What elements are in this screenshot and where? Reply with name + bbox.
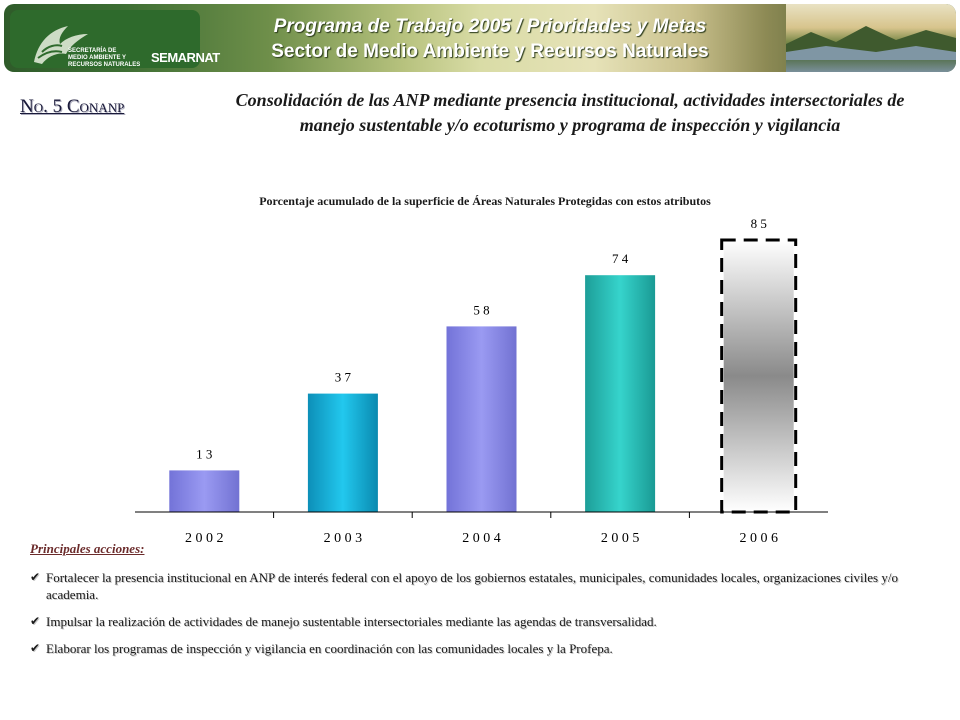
header-title-line1: Programa de Trabajo 2005 / Prioridades y… — [273, 16, 707, 37]
bar-0 — [169, 470, 240, 512]
logo-text: SECRETARÍA DE MEDIO AMBIENTE Y RECURSOS … — [68, 48, 140, 69]
logo-text-line: SECRETARÍA DE — [68, 48, 117, 54]
bar-4 — [723, 240, 794, 512]
eagle-emblem-icon — [34, 26, 88, 64]
check-icon: ✔ — [30, 641, 41, 655]
action-item: ✔ Impulsar la realización de actividades… — [30, 613, 935, 630]
action-item: ✔ Fortalecer la presencia institucional … — [30, 569, 935, 603]
semarnat-logo: SECRETARÍA DE MEDIO AMBIENTE Y RECURSOS … — [10, 10, 220, 69]
x-tick-label: 2 0 0 2 — [185, 531, 224, 546]
value-label: 8 5 — [751, 216, 767, 231]
slide-number: No. 5 Conanp — [20, 96, 125, 117]
actions-section: Principales acciones: ✔ Fortalecer la pr… — [30, 541, 935, 657]
mountains-icon — [786, 26, 956, 60]
slide-subtitle: Consolidación de las ANP mediante presen… — [235, 90, 905, 135]
header-banner: SECRETARÍA DE MEDIO AMBIENTE Y RECURSOS … — [4, 4, 956, 72]
action-text: Impulsar la realización de actividades d… — [46, 614, 657, 629]
logo-text-line: RECURSOS NATURALES — [68, 62, 141, 68]
chart-title: Porcentaje acumulado de la superficie de… — [259, 194, 711, 208]
x-tick-label: 2 0 0 5 — [601, 531, 640, 546]
action-text: Elaborar los programas de inspección y v… — [46, 641, 613, 656]
value-label: 1 3 — [196, 446, 212, 461]
check-icon: ✔ — [30, 570, 41, 584]
x-tick-label: 2 0 0 4 — [462, 531, 501, 546]
value-label: 3 7 — [335, 370, 352, 385]
landscape-photo — [786, 4, 956, 72]
x-tick-label: 2 0 0 3 — [324, 531, 363, 546]
bar-3 — [585, 275, 656, 512]
action-item: ✔ Elaborar los programas de inspección y… — [30, 640, 935, 657]
value-label: 7 4 — [612, 251, 629, 266]
bar-1 — [307, 393, 378, 512]
logo-text-line: MEDIO AMBIENTE Y — [68, 55, 127, 61]
check-icon: ✔ — [30, 614, 41, 628]
action-text: Fortalecer la presencia institucional en… — [46, 570, 898, 602]
bar-chart: 1 3 3 7 5 8 7 4 8 5 2 0 0 2 2 0 0 3 2 0 0 4 2 0… — [135, 216, 828, 546]
value-label: 5 8 — [473, 302, 489, 317]
x-tick-label: 2 0 0 6 — [739, 531, 778, 546]
bar-2 — [446, 326, 517, 512]
brand-name: SEMARNAT — [151, 50, 220, 65]
actions-heading: Principales acciones: — [30, 541, 145, 556]
header-title-line2: Sector de Medio Ambiente y Recursos Natu… — [271, 41, 709, 62]
